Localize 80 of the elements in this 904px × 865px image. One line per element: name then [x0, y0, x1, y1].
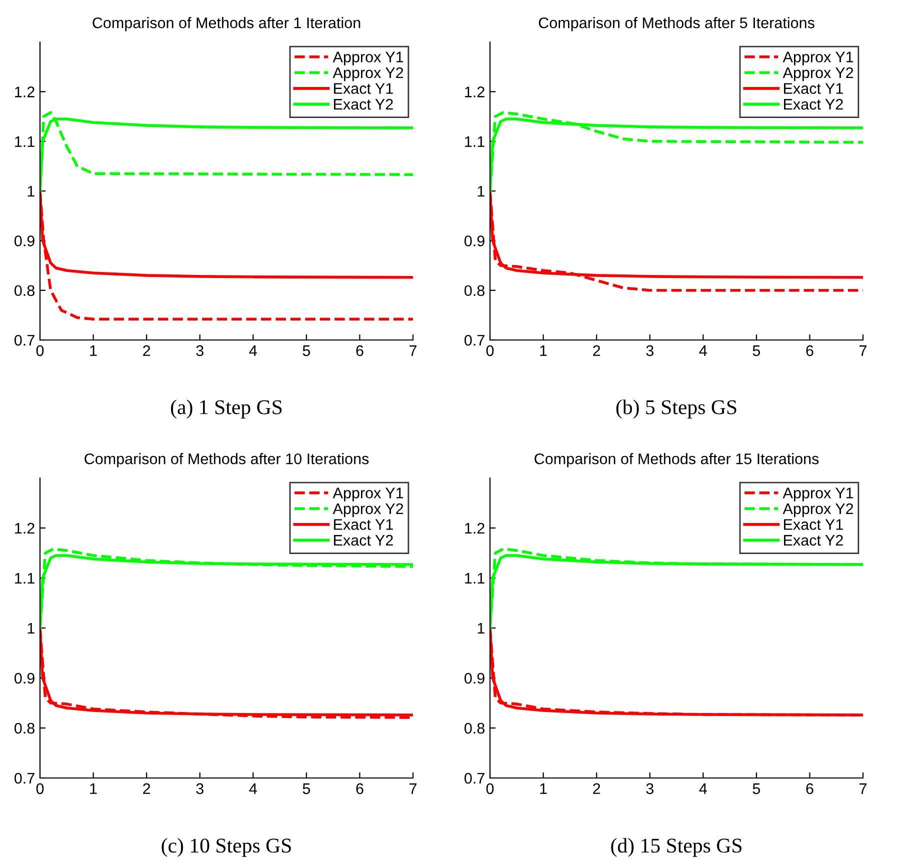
- x-tick-label: 1: [540, 783, 547, 794]
- x-tick-label: 5: [752, 345, 760, 356]
- x-tick-label: 0: [486, 783, 494, 794]
- x-tick-label: 2: [593, 783, 600, 794]
- x-tick-label: 1: [90, 345, 97, 356]
- y-tick-label: 1: [478, 186, 484, 197]
- chart-title: Comparison of Methods after 5 Iterations: [538, 17, 814, 32]
- y-tick-label: 1.1: [15, 136, 34, 147]
- legend-label: Approx Y2: [332, 67, 404, 82]
- y-tick-label: 0.7: [464, 772, 484, 784]
- y-tick-label: 1.1: [465, 136, 484, 147]
- legend-label: Approx Y1: [332, 52, 404, 66]
- x-tick-label: 2: [593, 345, 600, 356]
- x-tick-label: 3: [196, 783, 204, 794]
- y-tick-label: 0.8: [464, 722, 484, 734]
- legend-label: Approx Y2: [332, 503, 404, 518]
- x-tick-label: 0: [36, 783, 44, 794]
- legend-label: Exact Y2: [784, 534, 843, 546]
- y-tick-label: 1.2: [465, 86, 484, 98]
- legend-label: Exact Y2: [784, 98, 843, 110]
- y-tick-label: 0.8: [464, 285, 484, 296]
- y-tick-label: 0.7: [14, 334, 34, 346]
- legend-label: Exact Y1: [784, 519, 843, 530]
- text: (d) 15 Steps GS: [611, 838, 742, 857]
- y-tick-label: 0.7: [464, 334, 484, 346]
- chart-title: Comparison of Methods after 10 Iterations: [84, 453, 369, 468]
- y-tick-label: 1.2: [465, 522, 484, 534]
- legend-label: Exact Y1: [334, 83, 393, 94]
- legend-label: Approx Y1: [782, 52, 854, 66]
- y-tick-label: 1.1: [465, 573, 484, 584]
- y-tick-label: 0.8: [14, 285, 34, 296]
- x-tick-label: 1: [540, 345, 547, 356]
- y-tick-label: 0.8: [14, 722, 34, 734]
- x-tick-label: 6: [806, 345, 814, 356]
- text: (a) 1 Step GS: [171, 400, 282, 418]
- x-tick-label: 4: [699, 783, 707, 794]
- x-tick-label: 4: [249, 783, 257, 794]
- x-tick-label: 3: [646, 783, 654, 794]
- x-tick-label: 0: [486, 345, 494, 356]
- legend-label: Approx Y1: [332, 488, 404, 502]
- text: (c) 10 Steps GS: [162, 838, 291, 857]
- legend-label: Approx Y2: [782, 503, 854, 518]
- x-tick-label: 3: [646, 345, 654, 356]
- y-tick-label: 0.9: [464, 236, 484, 246]
- y-tick-label: 1: [478, 623, 484, 634]
- legend-label: Exact Y1: [334, 519, 393, 530]
- chart-title: Comparison of Methods after 1 Iteration: [92, 17, 360, 32]
- x-tick-label: 7: [860, 345, 866, 356]
- x-tick-label: 6: [806, 783, 814, 794]
- y-tick-label: 1.2: [15, 522, 34, 534]
- legend-label: Approx Y2: [782, 67, 854, 82]
- x-tick-label: 3: [196, 345, 204, 356]
- y-tick-label: 0.9: [464, 672, 484, 684]
- x-tick-label: 5: [302, 345, 310, 356]
- x-tick-label: 1: [90, 783, 97, 794]
- text: (b) 5 Steps GS: [616, 400, 736, 418]
- x-tick-label: 4: [249, 345, 257, 356]
- legend-label: Exact Y1: [784, 83, 843, 94]
- x-tick-label: 2: [143, 783, 150, 794]
- x-tick-label: 4: [699, 345, 707, 356]
- y-tick-label: 0.7: [14, 772, 34, 784]
- chart-title: Comparison of Methods after 15 Iterations: [534, 453, 819, 468]
- x-tick-label: 6: [356, 345, 364, 356]
- y-tick-label: 0.9: [14, 236, 34, 246]
- x-tick-label: 0: [36, 345, 44, 356]
- y-tick-label: 1.2: [15, 86, 34, 98]
- x-tick-label: 5: [752, 783, 760, 794]
- x-tick-label: 5: [302, 783, 310, 794]
- y-tick-label: 1: [28, 623, 34, 634]
- x-tick-label: 2: [143, 345, 150, 356]
- y-tick-label: 1: [28, 186, 34, 197]
- x-tick-label: 7: [410, 345, 416, 356]
- y-tick-label: 1.1: [15, 573, 34, 584]
- legend-label: Exact Y2: [334, 98, 393, 110]
- x-tick-label: 6: [356, 783, 364, 794]
- y-tick-label: 0.9: [14, 672, 34, 684]
- legend-label: Approx Y1: [782, 488, 854, 502]
- x-tick-label: 7: [860, 783, 866, 794]
- legend-label: Exact Y2: [334, 534, 393, 546]
- x-tick-label: 7: [410, 783, 416, 794]
